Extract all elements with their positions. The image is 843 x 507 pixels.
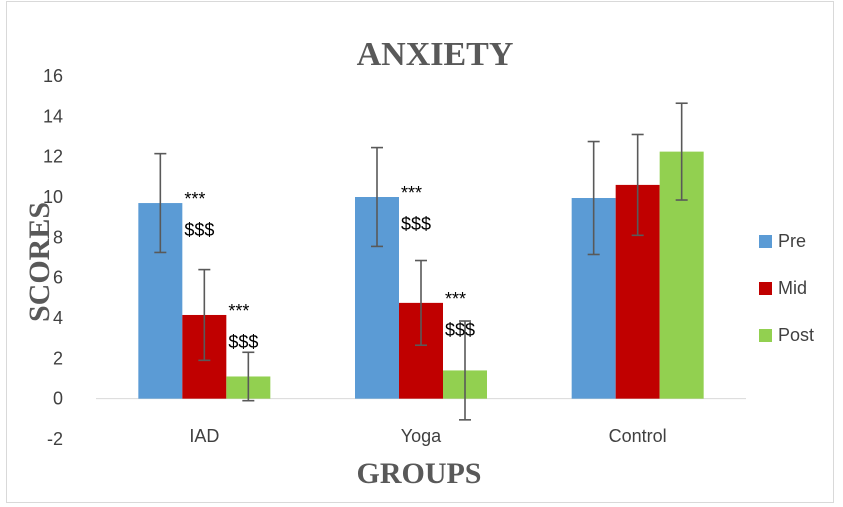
y-tick-label: 12 [43, 147, 63, 167]
x-axis-title: GROUPS [356, 457, 481, 490]
y-tick-label: 0 [53, 389, 63, 409]
chart-title: ANXIETY [357, 36, 514, 73]
y-tick-label: -2 [47, 429, 63, 449]
chart-frame: ANXIETY SCORES GROUPS -2 0 2 4 6 8 10 12 14 16 IAD… [6, 1, 834, 503]
y-tick-label: 14 [43, 106, 63, 126]
legend-swatch-mid [759, 282, 772, 295]
y-axis-title: SCORES [23, 202, 56, 322]
legend-label-post: Post [778, 325, 814, 345]
significance-annotation: $$$ [184, 220, 214, 240]
y-tick-label: 2 [53, 348, 63, 368]
legend-label-pre: Pre [778, 231, 806, 251]
y-tick-label: 10 [43, 187, 63, 207]
y-tick-label: 8 [53, 227, 63, 247]
significance-annotation: *** [184, 189, 205, 209]
x-tick-label: Control [609, 426, 667, 446]
x-tick-label: IAD [189, 426, 219, 446]
significance-annotation: $$$ [401, 214, 431, 234]
x-tick-label: Yoga [401, 426, 442, 446]
legend-label-mid: Mid [778, 278, 807, 298]
y-tick-label: 4 [53, 308, 63, 328]
legend-swatch-post [759, 329, 772, 342]
significance-annotation: *** [228, 301, 249, 321]
legend-swatch-pre [759, 235, 772, 248]
significance-annotation: *** [445, 289, 466, 309]
significance-annotation: $$$ [228, 332, 258, 352]
significance-annotation: $$$ [445, 320, 475, 340]
plot-area: -2 0 2 4 6 8 10 12 14 16 IAD Yoga Control *** $$$ *** $$… [43, 66, 814, 449]
y-tick-label: 16 [43, 66, 63, 86]
y-tick-label: 6 [53, 268, 63, 288]
significance-annotation: *** [401, 183, 422, 203]
bar-chart: ANXIETY SCORES GROUPS -2 0 2 4 6 8 10 12 14 16 IAD… [23, 36, 814, 490]
